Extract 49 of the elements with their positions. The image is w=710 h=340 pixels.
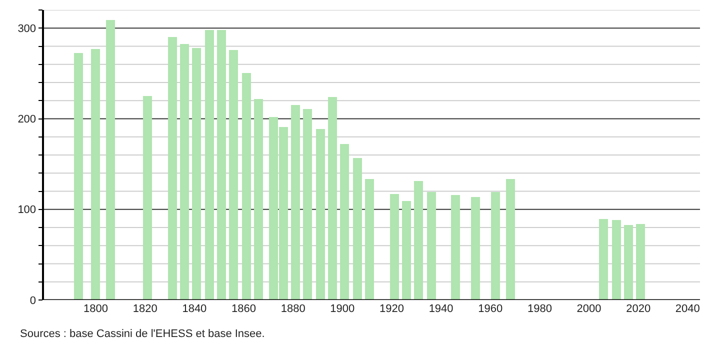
x-tick-label: 2040 xyxy=(675,303,700,315)
bar xyxy=(229,50,238,300)
x-tick-label: 1860 xyxy=(232,303,256,315)
x-tick-label: 1940 xyxy=(428,303,454,315)
x-tick-label: 1840 xyxy=(182,303,207,315)
bar xyxy=(402,201,411,300)
bar xyxy=(205,30,214,300)
bar xyxy=(599,219,608,300)
bar xyxy=(217,30,226,300)
bar xyxy=(242,73,251,300)
bar xyxy=(491,192,500,300)
bar xyxy=(390,194,399,300)
bar xyxy=(427,192,436,300)
x-tick-label: 1920 xyxy=(379,303,404,315)
y-tick-label: 100 xyxy=(18,204,36,216)
bar xyxy=(624,225,633,300)
x-tick-label: 1820 xyxy=(132,303,158,315)
bar xyxy=(143,96,152,300)
x-tick-label: 2000 xyxy=(576,303,602,315)
x-tick-label: 1900 xyxy=(330,303,355,315)
bar xyxy=(328,97,337,300)
y-tick-label: 300 xyxy=(18,22,36,35)
bar xyxy=(414,181,423,300)
bar xyxy=(168,37,177,300)
bar xyxy=(192,48,201,300)
bar xyxy=(506,179,515,300)
bar xyxy=(353,158,362,300)
bar xyxy=(303,109,312,300)
source-note: Sources : base Cassini de l'EHESS et base Insee. xyxy=(20,328,265,340)
bar xyxy=(636,224,645,300)
bar xyxy=(291,105,300,300)
x-tick-label: 2020 xyxy=(626,303,651,315)
bar xyxy=(612,220,621,300)
bar xyxy=(451,195,460,300)
bar xyxy=(91,49,100,300)
x-tick-label: 1960 xyxy=(478,303,503,315)
x-tick-label: 1980 xyxy=(527,303,552,315)
bar xyxy=(471,197,480,300)
y-tick-label: 200 xyxy=(18,114,36,126)
bar xyxy=(340,144,349,300)
bar xyxy=(254,99,263,300)
x-tick-label: 1800 xyxy=(84,303,108,315)
bar xyxy=(74,53,83,300)
bar xyxy=(316,129,325,300)
bar xyxy=(180,44,189,300)
bar xyxy=(106,20,115,300)
y-tick-label: 0 xyxy=(30,294,36,307)
x-tick-label: 1880 xyxy=(280,303,306,315)
bar xyxy=(365,179,374,300)
